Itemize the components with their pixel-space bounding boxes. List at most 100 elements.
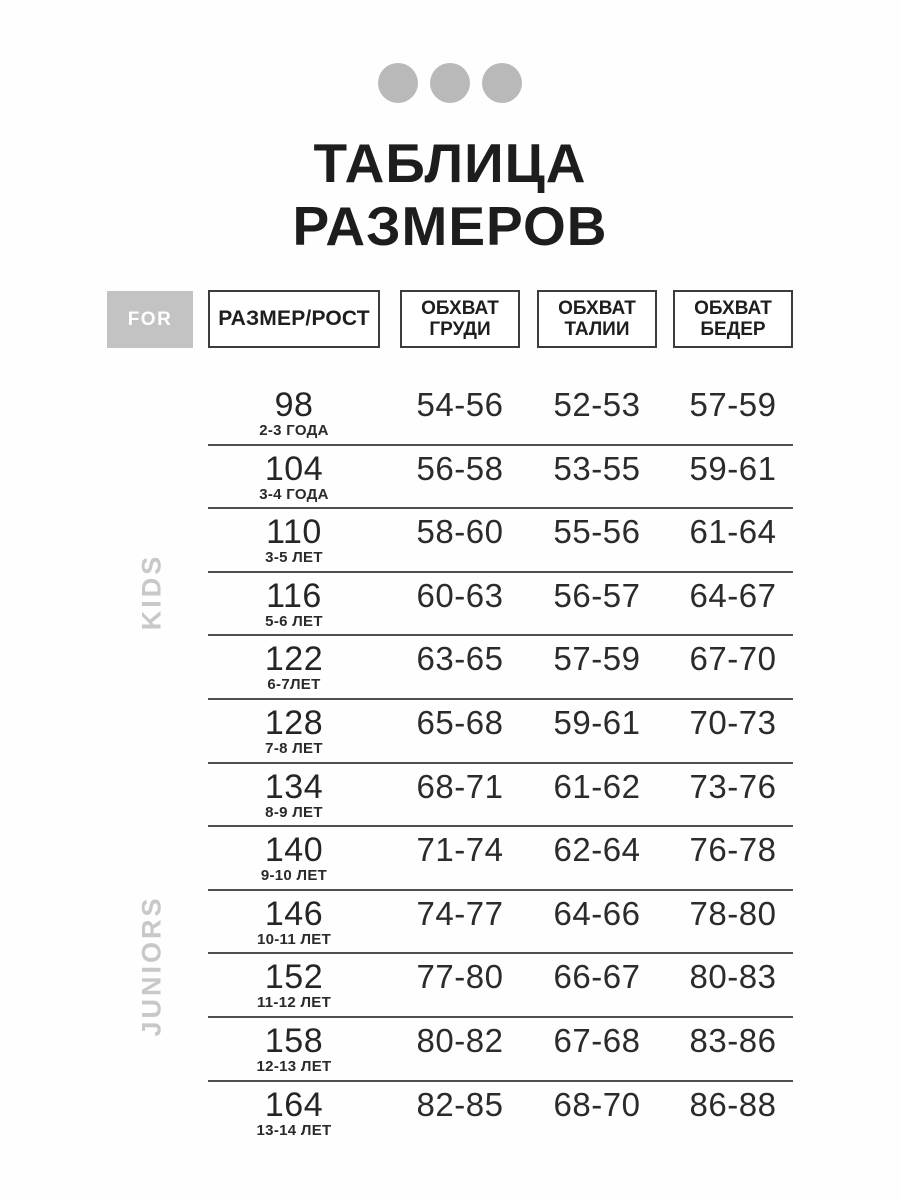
- chest-value: 63-65: [416, 640, 504, 678]
- hips-value: 64-67: [689, 576, 777, 614]
- age-range: 8-9 ЛЕТ: [265, 803, 323, 821]
- waist-value: 55-56: [553, 513, 641, 551]
- chest-value: 56-58: [416, 449, 504, 487]
- waist-value: 53-55: [553, 449, 641, 487]
- hips-value: 83-86: [689, 1021, 777, 1059]
- chest-value: 71-74: [416, 831, 504, 869]
- table-row: 122 6-7ЛЕТ 63-65 57-59 67-70: [208, 636, 793, 700]
- hips-value: 76-78: [689, 831, 777, 869]
- size-cell: 158 12-13 ЛЕТ: [208, 1023, 380, 1075]
- size-cell: 98 2-3 ГОДА: [208, 387, 380, 439]
- age-range: 12-13 ЛЕТ: [256, 1057, 332, 1075]
- side-label-kids: KIDS: [136, 553, 167, 631]
- chest-value: 74-77: [416, 894, 504, 932]
- chest-value: 58-60: [416, 513, 504, 551]
- waist-value: 57-59: [553, 640, 641, 678]
- chest-value: 77-80: [416, 958, 504, 996]
- waist-value: 59-61: [553, 703, 641, 741]
- table-row: 98 2-3 ГОДА 54-56 52-53 57-59: [208, 382, 793, 446]
- size-value: 140: [264, 831, 324, 870]
- size-value: 110: [266, 513, 322, 552]
- age-range: 5-6 ЛЕТ: [265, 612, 323, 630]
- size-cell: 116 5-6 ЛЕТ: [208, 578, 380, 630]
- column-header-waist-line2: ТАЛИИ: [564, 319, 630, 340]
- size-cell: 152 11-12 ЛЕТ: [208, 959, 380, 1011]
- column-header-hips-line2: БЕДЕР: [700, 319, 766, 340]
- size-cell: 146 10-11 ЛЕТ: [208, 896, 380, 948]
- size-cell: 140 9-10 ЛЕТ: [208, 832, 380, 884]
- page-title-line1: ТАБЛИЦА: [313, 132, 587, 194]
- dot-icon: [482, 63, 522, 103]
- waist-value: 62-64: [553, 831, 641, 869]
- for-tag-label: FOR: [127, 308, 173, 330]
- hips-value: 61-64: [689, 513, 777, 551]
- size-value: 164: [264, 1085, 324, 1124]
- page-title: ТАБЛИЦА РАЗМЕРОВ: [0, 132, 900, 258]
- side-label-juniors: JUNIORS: [136, 895, 167, 1037]
- hips-value: 73-76: [689, 767, 777, 805]
- table-row: 146 10-11 ЛЕТ 74-77 64-66 78-80: [208, 891, 793, 955]
- column-header-hips-line1: ОБХВАТ: [694, 298, 772, 319]
- table-row: 140 9-10 ЛЕТ 71-74 62-64 76-78: [208, 827, 793, 891]
- size-cell: 122 6-7ЛЕТ: [208, 641, 380, 693]
- size-value: 122: [264, 640, 324, 679]
- size-value: 116: [266, 576, 322, 615]
- decorative-dots: [378, 63, 522, 103]
- size-value: 134: [264, 767, 324, 806]
- column-header-waist-line1: ОБХВАТ: [558, 298, 636, 319]
- waist-value: 67-68: [553, 1021, 641, 1059]
- size-value: 104: [264, 449, 324, 488]
- chest-value: 54-56: [416, 386, 504, 423]
- table-row: 110 3-5 ЛЕТ 58-60 55-56 61-64: [208, 509, 793, 573]
- size-cell: 134 8-9 ЛЕТ: [208, 769, 380, 821]
- waist-value: 64-66: [553, 894, 641, 932]
- table-row: 116 5-6 ЛЕТ 60-63 56-57 64-67: [208, 573, 793, 637]
- size-cell: 104 3-4 ГОДА: [208, 451, 380, 503]
- column-header-chest-line2: ГРУДИ: [429, 319, 491, 340]
- hips-value: 67-70: [689, 640, 777, 678]
- dot-icon: [378, 63, 418, 103]
- chest-value: 82-85: [416, 1085, 504, 1123]
- column-header-chest: ОБХВАТ ГРУДИ: [400, 290, 520, 348]
- chest-value: 65-68: [416, 703, 504, 741]
- hips-value: 78-80: [689, 894, 777, 932]
- page-title-line2: РАЗМЕРОВ: [292, 195, 608, 257]
- hips-value: 70-73: [689, 703, 777, 741]
- age-range: 2-3 ГОДА: [259, 422, 329, 439]
- table-row: 164 13-14 ЛЕТ 82-85 68-70 86-88: [208, 1082, 793, 1146]
- column-header-waist: ОБХВАТ ТАЛИИ: [537, 290, 657, 348]
- column-header-chest-line1: ОБХВАТ: [421, 298, 499, 319]
- size-cell: 110 3-5 ЛЕТ: [208, 514, 380, 566]
- size-value: 152: [264, 958, 324, 997]
- waist-value: 61-62: [553, 767, 641, 805]
- column-header-hips: ОБХВАТ БЕДЕР: [673, 290, 793, 348]
- table-row: 152 11-12 ЛЕТ 77-80 66-67 80-83: [208, 954, 793, 1018]
- age-range: 11-12 ЛЕТ: [256, 994, 332, 1012]
- age-range: 7-8 ЛЕТ: [265, 739, 323, 757]
- table-row: 104 3-4 ГОДА 56-58 53-55 59-61: [208, 446, 793, 510]
- table-row: 158 12-13 ЛЕТ 80-82 67-68 83-86: [208, 1018, 793, 1082]
- size-cell: 128 7-8 ЛЕТ: [208, 705, 380, 757]
- age-range: 3-5 ЛЕТ: [265, 549, 323, 567]
- hips-value: 57-59: [689, 386, 777, 423]
- age-range: 9-10 ЛЕТ: [260, 867, 328, 885]
- size-value: 146: [264, 894, 324, 933]
- column-header-size-label: РАЗМЕР/РОСТ: [218, 307, 370, 330]
- size-cell: 164 13-14 ЛЕТ: [208, 1087, 380, 1139]
- size-table: 98 2-3 ГОДА 54-56 52-53 57-59 104 3-4 ГО…: [208, 382, 793, 1145]
- table-row: 128 7-8 ЛЕТ 65-68 59-61 70-73: [208, 700, 793, 764]
- waist-value: 52-53: [553, 386, 641, 423]
- chest-value: 60-63: [416, 576, 504, 614]
- waist-value: 56-57: [553, 576, 641, 614]
- for-tag: FOR: [107, 291, 193, 348]
- dot-icon: [430, 63, 470, 103]
- size-value: 128: [264, 703, 324, 742]
- age-range: 3-4 ГОДА: [259, 485, 329, 503]
- hips-value: 59-61: [689, 449, 777, 487]
- chest-value: 68-71: [416, 767, 504, 805]
- hips-value: 86-88: [689, 1085, 777, 1123]
- size-value: 98: [274, 386, 314, 424]
- table-row: 134 8-9 ЛЕТ 68-71 61-62 73-76: [208, 764, 793, 828]
- age-range: 6-7ЛЕТ: [267, 676, 321, 694]
